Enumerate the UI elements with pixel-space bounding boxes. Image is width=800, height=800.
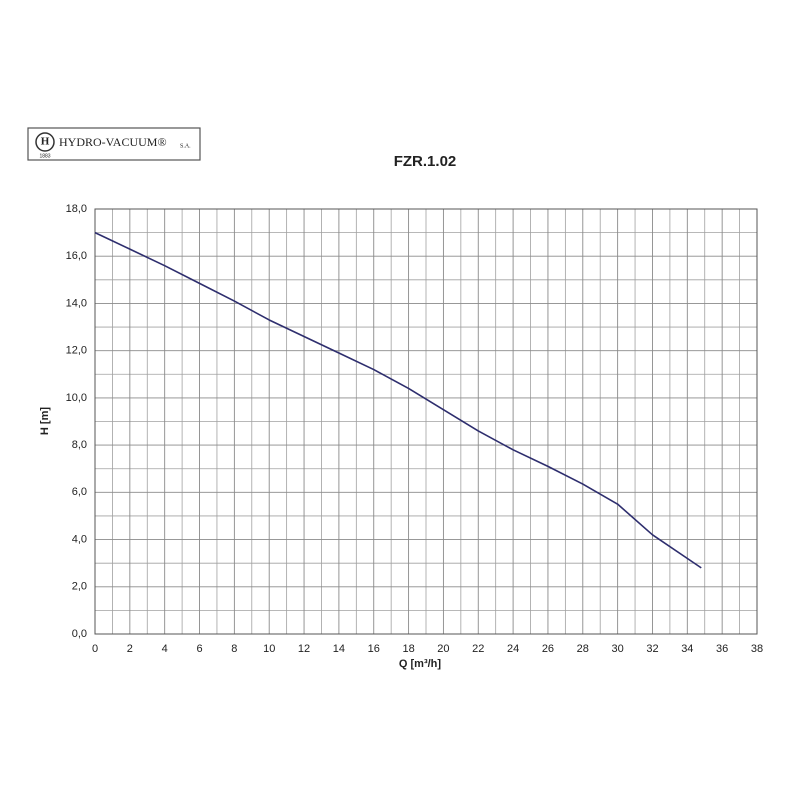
x-tick-label: 6 xyxy=(196,643,202,655)
chart-title: FZR.1.02 xyxy=(394,153,457,170)
logo: H HYDRO-VACUUM® S.A. 1883 xyxy=(27,127,201,161)
x-tick-label: 24 xyxy=(507,643,519,655)
x-tick-label: 12 xyxy=(298,643,310,655)
y-tick-label: 8,0 xyxy=(72,439,87,451)
x-tick-label: 18 xyxy=(402,643,414,655)
x-axis-label: Q [m³/h] xyxy=(399,658,441,670)
logo-name: HYDRO-VACUUM® xyxy=(59,135,167,149)
y-tick-label: 2,0 xyxy=(72,581,87,593)
logo-suffix: S.A. xyxy=(180,143,191,149)
x-tick-label: 26 xyxy=(542,643,554,655)
x-tick-label: 20 xyxy=(437,643,449,655)
x-tick-label: 16 xyxy=(368,643,380,655)
y-tick-label: 12,0 xyxy=(66,345,87,357)
logo-glyph: H xyxy=(41,136,50,148)
x-tick-label: 32 xyxy=(646,643,658,655)
x-tick-label: 2 xyxy=(127,643,133,655)
y-tick-label: 6,0 xyxy=(72,486,87,498)
x-tick-label: 38 xyxy=(751,643,763,655)
y-tick-label: 4,0 xyxy=(72,533,87,545)
x-tick-label: 4 xyxy=(162,643,168,655)
logo-year: 1883 xyxy=(39,153,50,159)
x-tick-label: 0 xyxy=(92,643,98,655)
y-axis-label: H [m] xyxy=(39,407,51,435)
x-tick-label: 34 xyxy=(681,643,693,655)
x-tick-label: 36 xyxy=(716,643,728,655)
x-tick-label: 8 xyxy=(231,643,237,655)
y-tick-label: 16,0 xyxy=(66,250,87,262)
x-tick-label: 28 xyxy=(577,643,589,655)
logo-emblem xyxy=(35,132,55,152)
x-tick-label: 14 xyxy=(333,643,345,655)
y-tick-label: 0,0 xyxy=(72,628,87,640)
x-tick-label: 30 xyxy=(612,643,624,655)
x-tick-label: 10 xyxy=(263,643,275,655)
plot-frame xyxy=(94,208,758,635)
y-tick-label: 18,0 xyxy=(66,203,87,215)
x-tick-label: 22 xyxy=(472,643,484,655)
y-tick-label: 10,0 xyxy=(66,392,87,404)
logo-frame xyxy=(27,127,201,161)
curve xyxy=(94,231,702,569)
y-tick-label: 14,0 xyxy=(66,297,87,309)
